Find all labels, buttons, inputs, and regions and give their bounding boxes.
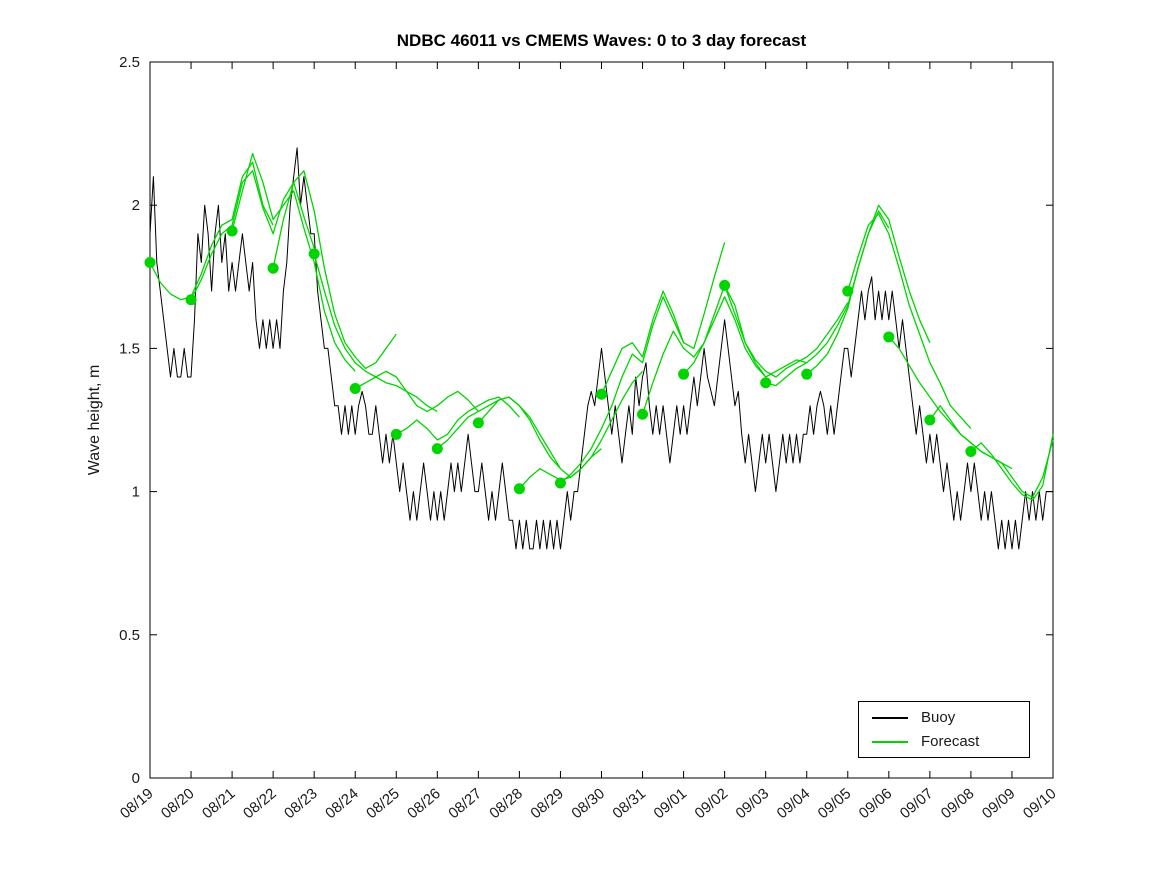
buoy-line-sample-icon	[872, 716, 908, 719]
legend-label-forecast: Forecast	[921, 733, 980, 750]
svg-text:09/03: 09/03	[733, 785, 773, 822]
svg-text:2.5: 2.5	[119, 54, 140, 71]
svg-text:08/20: 08/20	[158, 785, 198, 822]
svg-text:09/01: 09/01	[650, 785, 690, 822]
svg-text:09/10: 09/10	[1020, 785, 1060, 822]
svg-text:09/06: 09/06	[856, 785, 896, 822]
svg-text:0.5: 0.5	[119, 627, 140, 644]
legend-item-buoy: Buoy	[872, 710, 1029, 725]
svg-text:08/28: 08/28	[486, 785, 526, 822]
svg-text:08/24: 08/24	[322, 785, 362, 822]
chart-title: NDBC 46011 vs CMEMS Waves: 0 to 3 day fo…	[396, 31, 807, 50]
svg-text:08/29: 08/29	[527, 785, 567, 822]
svg-text:09/02: 09/02	[692, 785, 732, 822]
svg-text:09/07: 09/07	[897, 785, 937, 822]
legend-label-buoy: Buoy	[921, 709, 956, 726]
svg-text:1: 1	[132, 484, 140, 501]
svg-text:09/08: 09/08	[938, 785, 978, 822]
legend-item-forecast: Forecast	[872, 734, 1029, 749]
svg-text:2: 2	[132, 197, 140, 214]
svg-text:08/27: 08/27	[445, 785, 485, 822]
svg-text:1.5: 1.5	[119, 340, 140, 357]
svg-text:09/05: 09/05	[815, 785, 855, 822]
svg-text:0: 0	[132, 770, 140, 787]
svg-text:09/04: 09/04	[774, 785, 814, 822]
forecast-line-sample-icon	[872, 740, 908, 743]
svg-text:08/22: 08/22	[240, 785, 280, 822]
svg-text:08/19: 08/19	[117, 785, 157, 822]
svg-text:08/23: 08/23	[281, 785, 321, 822]
svg-text:08/26: 08/26	[404, 785, 444, 822]
svg-text:08/30: 08/30	[568, 785, 608, 822]
svg-text:09/09: 09/09	[979, 785, 1019, 822]
y-axis-label: Wave height, m	[86, 364, 103, 476]
svg-text:08/25: 08/25	[363, 785, 403, 822]
svg-text:08/21: 08/21	[199, 785, 239, 822]
legend: Buoy Forecast	[858, 701, 1030, 758]
svg-text:08/31: 08/31	[609, 785, 649, 822]
